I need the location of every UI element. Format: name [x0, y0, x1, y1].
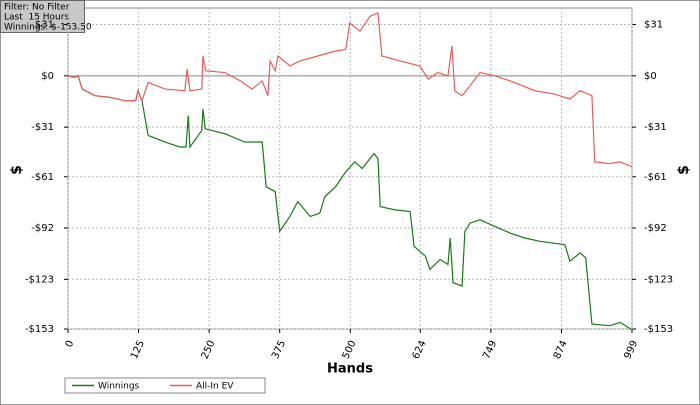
y-tick-label: $31	[35, 20, 54, 31]
info-line: Winnings: $-153.50	[4, 23, 92, 33]
y-axis-label: $	[9, 165, 25, 175]
y2-tick-label: -$61	[644, 172, 667, 183]
legend-label: Winnings	[98, 382, 140, 392]
x-tick-label: 0	[64, 339, 77, 349]
y2-axis-label: $	[676, 165, 692, 175]
legend-label: All-In EV	[196, 382, 234, 392]
y2-tick-label: $31	[644, 20, 663, 31]
y-tick-label: -$123	[25, 274, 54, 285]
series-line	[67, 75, 633, 331]
y2-tick-label: -$31	[644, 122, 667, 133]
y-tick-label: -$61	[31, 172, 54, 183]
y2-tick-label: -$92	[644, 223, 667, 234]
info-line: Last 15 Hours	[4, 13, 69, 23]
info-line: Filter: No Filter	[4, 3, 70, 13]
y-tick-label: -$92	[31, 223, 54, 234]
x-axis-label: Hands	[327, 362, 373, 377]
series-line	[67, 12, 633, 168]
y2-tick-label: $0	[644, 71, 657, 82]
y-tick-label: -$153	[25, 324, 54, 335]
y2-tick-label: -$123	[644, 274, 673, 285]
y-tick-label: -$31	[31, 122, 54, 133]
y2-tick-label: -$153	[644, 324, 673, 335]
info-box: Filter: No Filter Last 15 Hours Winnings…	[0, 0, 92, 33]
info-background	[0, 0, 85, 33]
legend	[64, 377, 266, 394]
y-tick-label: $0	[41, 71, 54, 82]
